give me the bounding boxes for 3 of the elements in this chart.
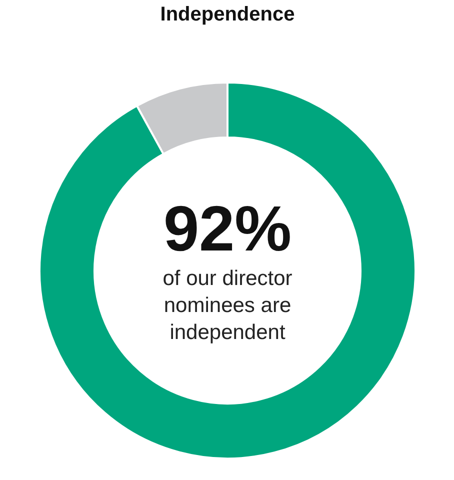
text: 92% [163,192,292,264]
chart-title: Independence [160,4,295,26]
text: of our director nominees are independent [162,267,292,344]
